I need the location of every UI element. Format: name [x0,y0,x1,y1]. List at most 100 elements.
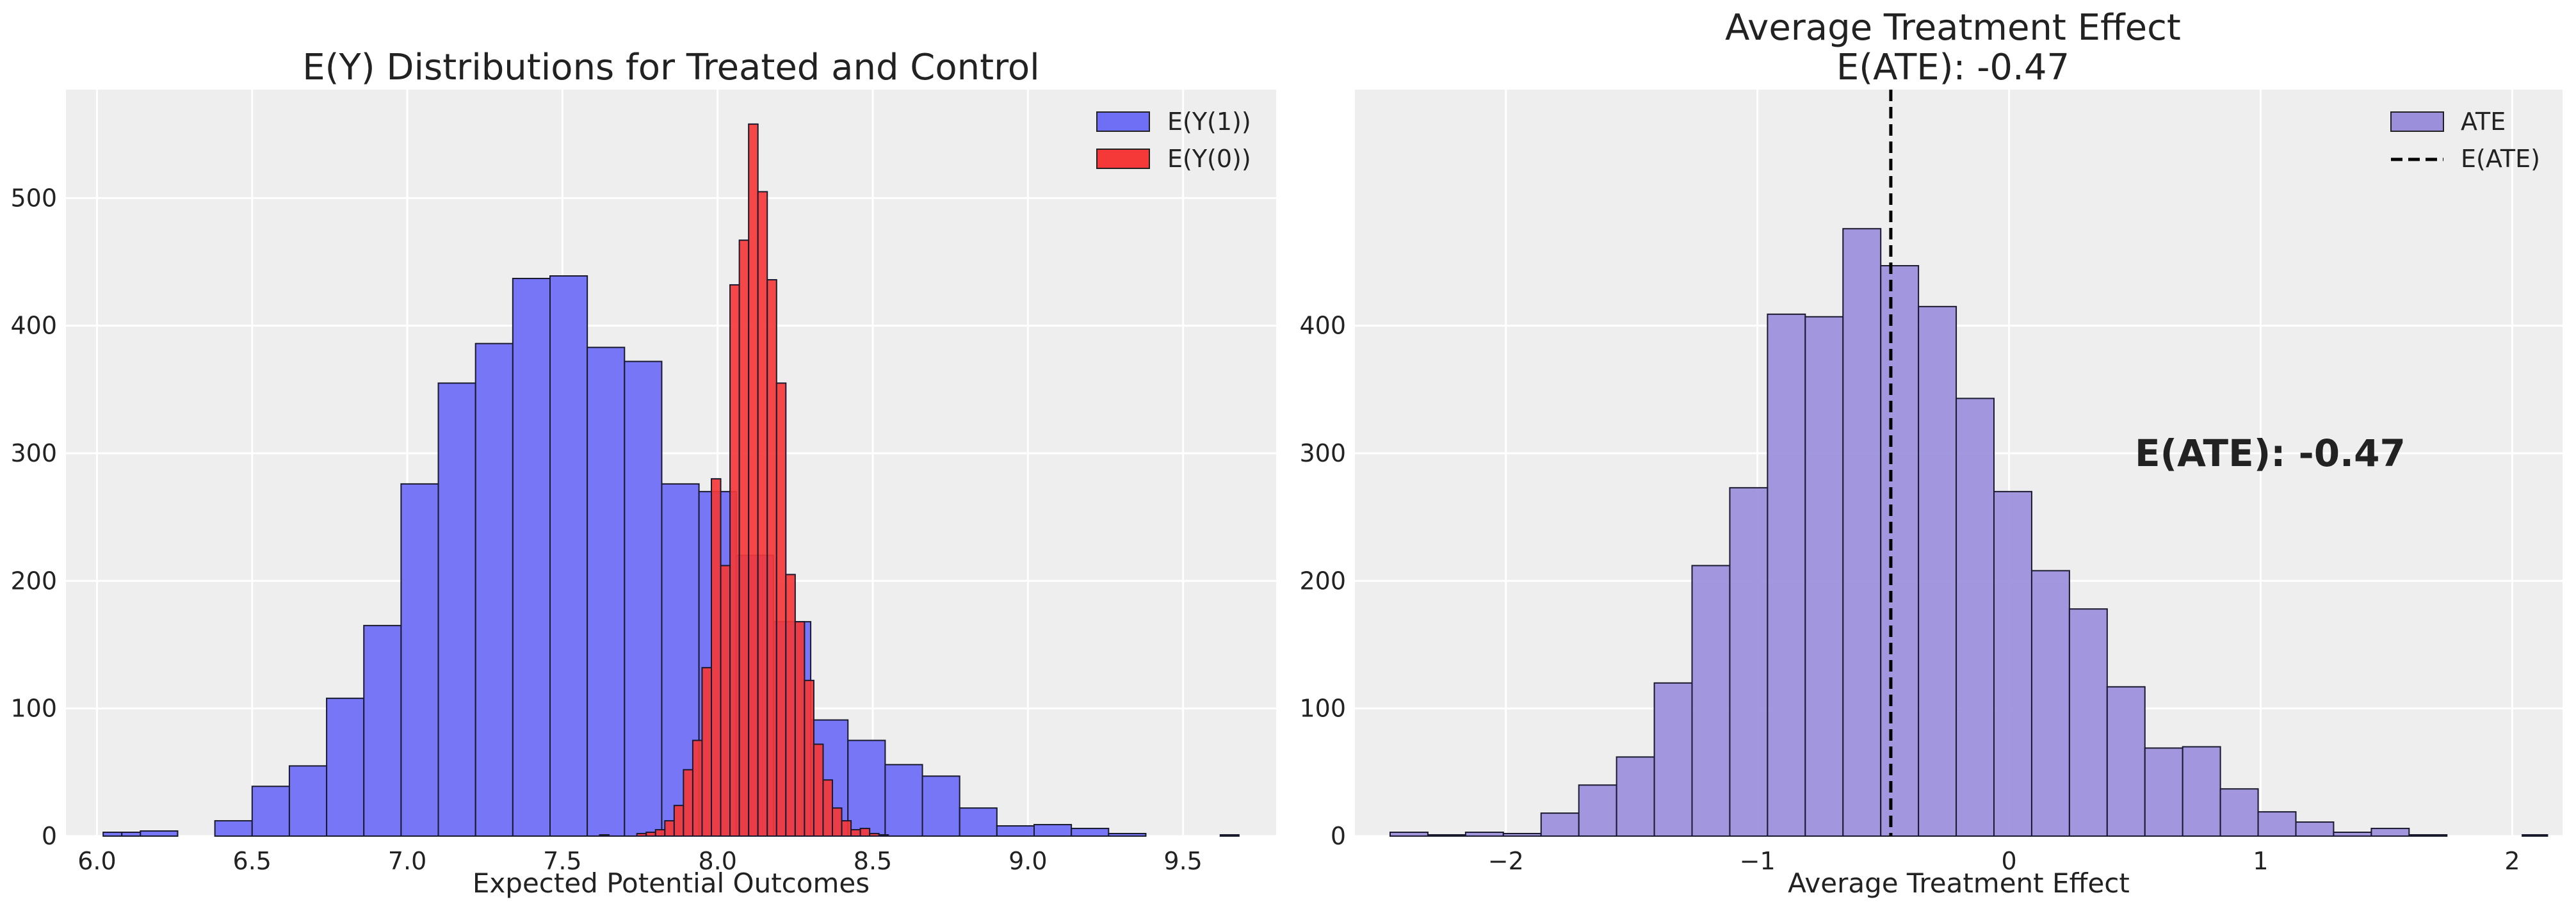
histogram-bar [599,834,610,837]
histogram-bar [2182,746,2221,837]
series-ate-bars [1389,228,2548,837]
y-tick-label: 0 [42,822,57,850]
y-tick-label: 300 [1299,439,1346,467]
histogram-bar [859,828,871,837]
histogram-bar [794,621,806,837]
chart-left: 6.0 6.5 7.0 7.5 8.0 8.5 9.0 9.5 0 100 200 300 400 50… [10,47,1276,899]
histogram-bar [2370,828,2410,837]
histogram-bar [766,278,777,837]
histogram-bar [251,786,290,837]
legend-swatch-ey0 [1096,149,1150,169]
histogram-bar [2333,832,2372,837]
histogram-bar [2106,686,2146,837]
histogram-bar [1540,812,1580,837]
y-tick-label: 400 [1299,312,1346,340]
histogram-bar [878,834,889,837]
y-tick-label: 100 [1299,695,1346,723]
histogram-bar [512,277,551,837]
legend-label-ate: ATE [2461,108,2506,136]
histogram-bar [1767,313,1806,837]
histogram-bar [1653,682,1693,837]
histogram-bar [996,825,1035,837]
y-tick-labels-left: 0 100 200 300 400 500 [10,184,57,850]
x-tick-label: 2 [2504,847,2520,875]
histogram-bar [1427,834,1466,837]
legend-label-ey0: E(Y(0)) [1167,145,1251,173]
y-tick-label: 100 [10,695,57,723]
histogram-bar [288,765,328,837]
x-tick-label: 8.0 [698,847,736,875]
histogram-bar [673,805,685,837]
histogram-bar [1071,828,1110,837]
eate-annotation: E(ATE): -0.47 [2135,431,2406,475]
histogram-bar [140,830,179,837]
histogram-bar [1616,756,1655,837]
histogram-bar [1729,487,1769,837]
x-tick-label: 8.5 [854,847,892,875]
legend-swatch-ey1 [1096,111,1150,132]
histogram-bar [121,832,142,837]
histogram-bar [847,739,886,837]
histogram-bar [757,191,768,837]
histogram-bar [959,807,998,837]
histogram-bar [437,382,476,837]
y-tick-label: 0 [1331,822,1346,850]
histogram-bar [214,820,253,837]
x-axis-label-left: Expected Potential Outcomes [473,867,870,899]
histogram-bar [654,829,666,837]
histogram-bar [692,739,703,837]
x-tick-label: 6.5 [233,847,271,875]
histogram-bar [748,123,759,837]
histogram-bar [683,769,693,837]
histogram-bar [1464,832,1504,837]
histogram-bar [2030,570,2070,837]
histogram-bar [1578,784,1617,837]
x-tick-label: 1 [2253,847,2268,875]
histogram-bar [850,829,861,837]
y-tick-label: 400 [10,312,57,340]
histogram-bar [1842,228,1882,837]
histogram-bar [1993,490,2032,837]
histogram-bar [775,382,787,837]
histogram-bar [2295,821,2335,837]
histogram-bar [1880,265,1920,837]
histogram-bar [711,478,722,837]
histogram-bar [869,833,880,837]
histogram-bar [474,343,514,837]
y-tick-label: 300 [10,439,57,467]
histogram-bar [701,666,713,837]
x-tick-label: 9.5 [1163,847,1202,875]
histogram-bar [549,275,588,837]
y-tick-labels-right: 0 100 200 300 400 [1299,312,1346,850]
histogram-bar [664,820,675,837]
x-axis-label-right: Average Treatment Effect [1788,867,2130,899]
x-tick-labels-right: −2 −1 0 1 2 [1488,847,2520,875]
chart-right: −2 −1 0 1 2 0 100 200 300 400 Average Treatment … [1299,7,2563,899]
histogram-bar [813,743,824,837]
histogram-bar [2144,747,2183,837]
y-tick-label: 200 [10,567,57,595]
chart-title-right-line1: Average Treatment Effect [1725,7,2181,49]
x-tick-label: 6.0 [77,847,116,875]
histogram-bar [2219,788,2259,837]
histogram-bar [2257,811,2297,837]
histogram-bar [841,820,852,837]
histogram-bar [921,775,960,837]
y-tick-label: 200 [1299,567,1346,595]
histogram-bar [636,833,647,837]
histogram-bar [624,360,663,837]
y-tick-label: 500 [10,184,57,212]
histogram-bar [1691,565,1731,837]
histogram-bar [1804,316,1844,837]
histogram-bar [804,679,814,837]
x-tick-label: −1 [1740,847,1776,875]
legend-swatch-ate [2390,111,2444,132]
histogram-bar [587,346,626,837]
chart-title-right-line2: E(ATE): -0.47 [1836,47,2070,88]
x-tick-label: 0 [2001,847,2016,875]
histogram-bar [400,483,439,837]
histogram-bar [326,697,365,837]
histogram-bar [1502,833,1542,837]
histogram-bar [2408,834,2448,837]
